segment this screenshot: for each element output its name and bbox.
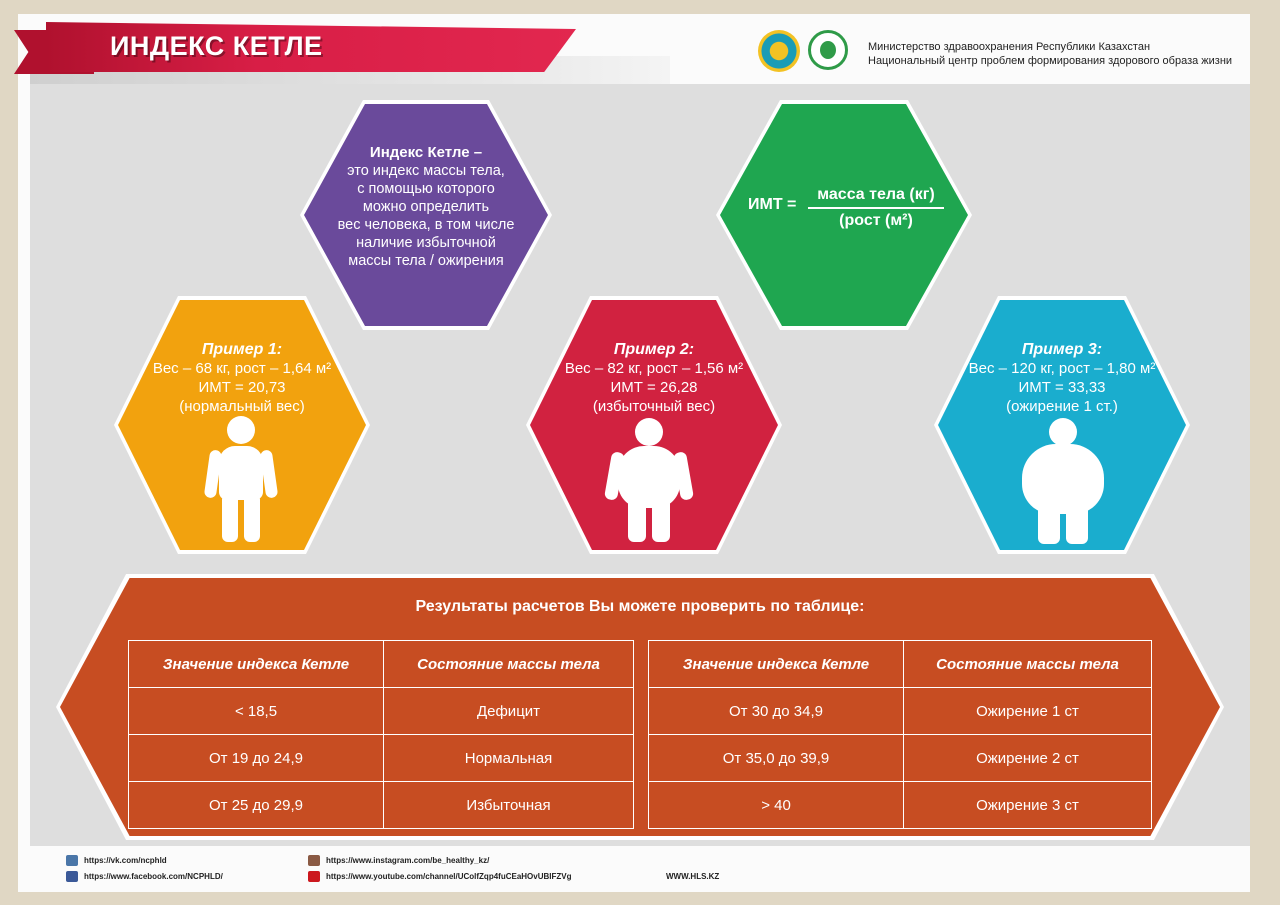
table-row: От 19 до 24,9 Нормальная [128, 734, 634, 782]
ministry-line-1: Министерство здравоохранения Республики … [868, 41, 1151, 53]
example-2-text: Пример 2: Вес – 82 кг, рост – 1,56 м² ИМ… [530, 340, 778, 416]
table-header-row: Значение индекса Кетле Состояние массы т… [128, 640, 634, 688]
table-cell: Избыточная [383, 781, 634, 829]
title-ribbon [46, 22, 576, 72]
page-title: ИНДЕКС КЕТЛЕ [110, 31, 323, 61]
definition-line: это индекс массы тела, [347, 163, 505, 179]
example-2-line1: Вес – 82 кг, рост – 1,56 м² [564, 360, 744, 377]
table-row: От 35,0 до 39,9 Ожирение 2 ст [648, 734, 1152, 782]
example-1-text: Пример 1: Вес – 68 кг, рост – 1,64 м² ИМ… [118, 340, 366, 416]
kazakhstan-emblem-icon [758, 30, 800, 72]
vk-icon [66, 855, 78, 866]
instagram-link[interactable]: https://www.instagram.com/be_healthy_kz/ [326, 856, 490, 865]
example-3-line1: Вес – 120 кг, рост – 1,80 м² [968, 360, 1156, 377]
table-cell: Нормальная [383, 734, 634, 782]
results-table-left: Значение индекса Кетле Состояние массы т… [128, 640, 634, 829]
bmi-formula: ИМТ = масса тела (кг) (рост (м²) [748, 186, 944, 229]
example-1-line2: ИМТ = 20,73 [198, 379, 286, 396]
results-table-right: Значение индекса Кетле Состояние массы т… [648, 640, 1152, 829]
ministry-caption: Министерство здравоохранения Республики … [868, 40, 1232, 68]
facebook-icon [66, 871, 78, 882]
table-cell: > 40 [648, 781, 904, 829]
example-2-title: Пример 2: [613, 341, 695, 358]
table-row: От 30 до 34,9 Ожирение 1 ст [648, 687, 1152, 735]
definition-line: с помощью которого [357, 181, 495, 197]
obese-person-icon [1014, 418, 1112, 544]
table-row: От 25 до 29,9 Избыточная [128, 781, 634, 829]
table-cell: От 25 до 29,9 [128, 781, 384, 829]
example-1-line3: (нормальный вес) [179, 398, 305, 415]
example-3-title: Пример 3: [1021, 341, 1103, 358]
example-3-text: Пример 3: Вес – 120 кг, рост – 1,80 м² И… [938, 340, 1186, 416]
table-cell: От 30 до 34,9 [648, 687, 904, 735]
table-row: > 40 Ожирение 3 ст [648, 781, 1152, 829]
slim-person-icon [203, 416, 279, 542]
column-header-index: Значение индекса Кетле [128, 640, 384, 688]
formula-label: ИМТ = [748, 196, 797, 213]
definition-line: наличие избыточной [356, 235, 496, 251]
column-header-index: Значение индекса Кетле [648, 640, 904, 688]
example-3-line2: ИМТ = 33,33 [1018, 379, 1106, 396]
table-cell: От 19 до 24,9 [128, 734, 384, 782]
youtube-link[interactable]: https://www.youtube.com/channel/UColfZqp… [326, 872, 572, 881]
health-center-logo-icon [808, 30, 848, 70]
table-row: < 18,5 Дефицит [128, 687, 634, 735]
results-title: Результаты расчетов Вы можете проверить … [415, 598, 865, 615]
definition-line: можно определить [362, 199, 490, 215]
example-2-line2: ИМТ = 26,28 [610, 379, 698, 396]
definition-title: Индекс Кетле – [369, 144, 483, 161]
definition-line: массы тела / ожирения [348, 253, 504, 269]
table-cell: Дефицит [383, 687, 634, 735]
definition-text: Индекс Кетле – это индекс массы тела, с … [324, 144, 528, 270]
ministry-line-2: Национальный центр проблем формирования … [868, 55, 1233, 67]
column-header-state: Состояние массы тела [903, 640, 1152, 688]
overweight-person-icon [603, 418, 695, 542]
formula-numerator: масса тела (кг) [808, 186, 944, 209]
vk-link[interactable]: https://vk.com/ncphld [84, 856, 167, 865]
formula-fraction: масса тела (кг) (рост (м²) [808, 186, 944, 230]
table-cell: Ожирение 3 ст [903, 781, 1152, 829]
facebook-link[interactable]: https://www.facebook.com/NCPHLD/ [84, 872, 223, 881]
column-header-state: Состояние массы тела [383, 640, 634, 688]
example-1-title: Пример 1: [201, 341, 283, 358]
definition-line: вес человека, в том числе [337, 217, 515, 233]
table-cell: < 18,5 [128, 687, 384, 735]
formula-denominator: (рост (м²) [839, 212, 913, 229]
site-link[interactable]: WWW.HLS.KZ [666, 872, 720, 881]
table-cell: От 35,0 до 39,9 [648, 734, 904, 782]
example-2-line3: (избыточный вес) [592, 398, 716, 415]
instagram-icon [308, 855, 320, 866]
example-3-line3: (ожирение 1 ст.) [1006, 398, 1118, 415]
table-cell: Ожирение 1 ст [903, 687, 1152, 735]
table-cell: Ожирение 2 ст [903, 734, 1152, 782]
table-header-row: Значение индекса Кетле Состояние массы т… [648, 640, 1152, 688]
youtube-icon [308, 871, 320, 882]
example-1-line1: Вес – 68 кг, рост – 1,64 м² [152, 360, 332, 377]
